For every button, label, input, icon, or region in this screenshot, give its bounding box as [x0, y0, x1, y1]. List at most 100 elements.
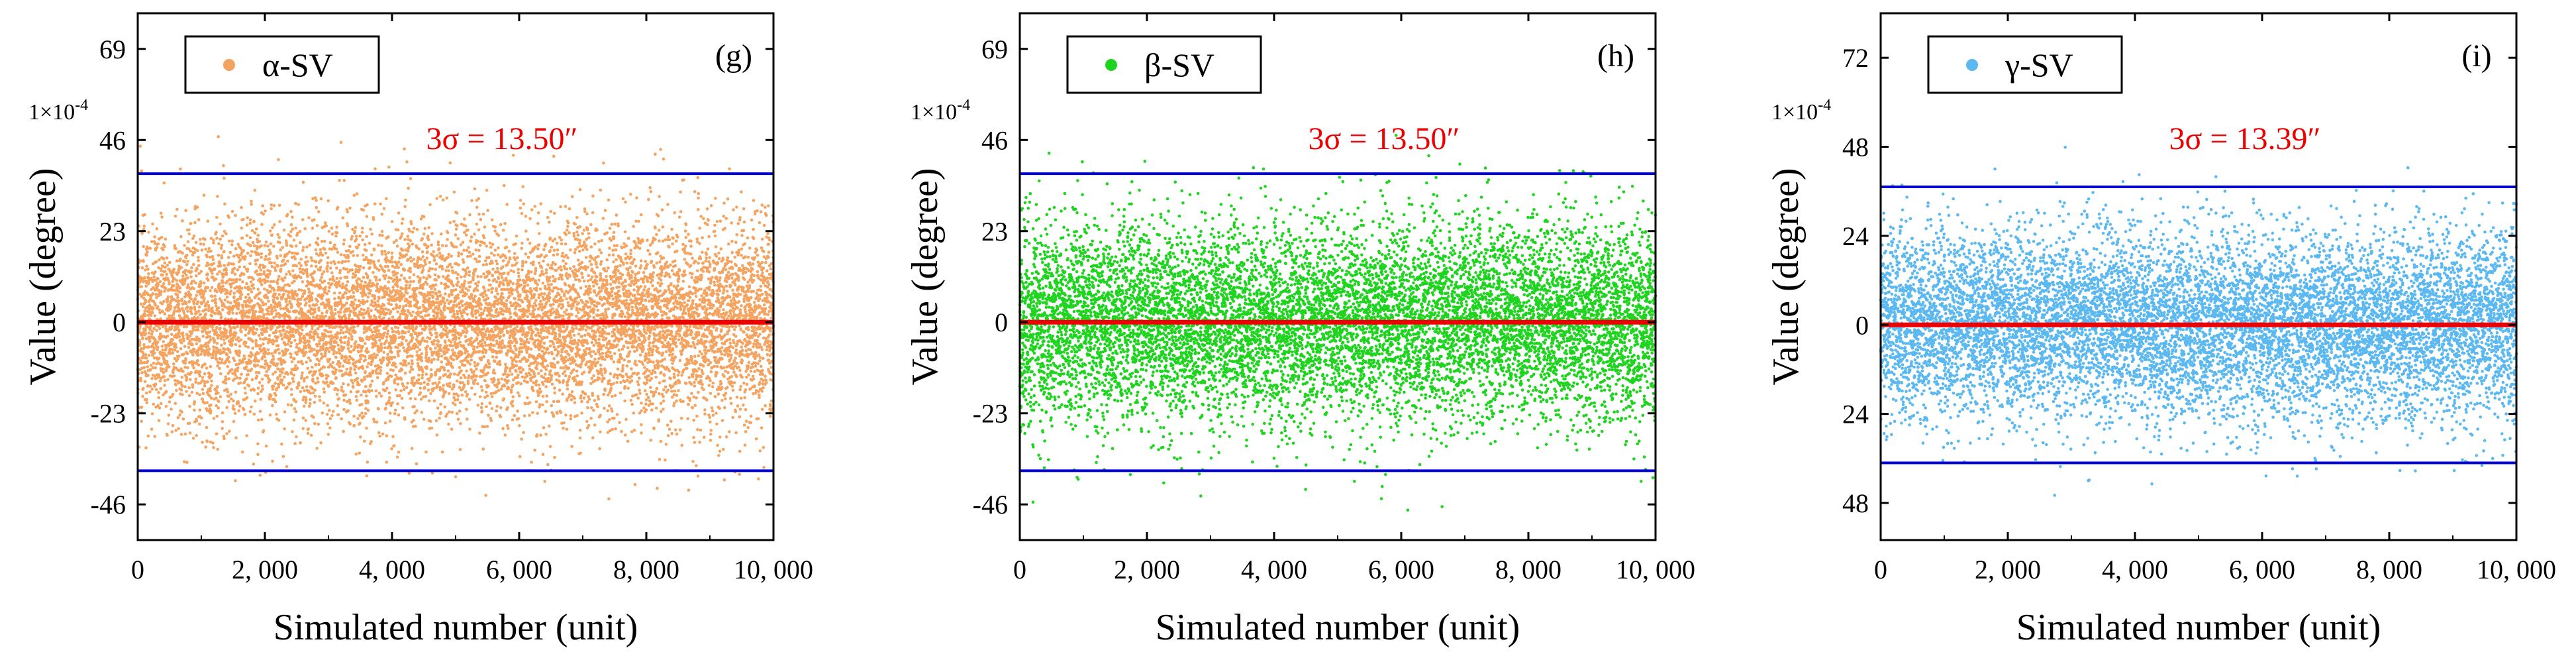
- data-point: [440, 354, 444, 358]
- data-point: [186, 309, 189, 313]
- data-point: [285, 244, 289, 247]
- data-point: [190, 390, 194, 394]
- data-point: [166, 295, 170, 299]
- data-point: [269, 250, 272, 254]
- data-point: [422, 386, 426, 389]
- data-point: [369, 383, 373, 387]
- data-point: [420, 356, 423, 359]
- data-point: [301, 416, 305, 420]
- data-point: [347, 317, 351, 321]
- data-point: [315, 224, 319, 227]
- data-point: [268, 229, 272, 233]
- data-point: [211, 441, 215, 445]
- data-point: [282, 329, 286, 332]
- data-point: [174, 343, 177, 347]
- data-point: [436, 297, 440, 301]
- data-point: [346, 347, 350, 351]
- data-point: [350, 335, 354, 339]
- data-point: [435, 197, 438, 200]
- data-point: [224, 329, 228, 333]
- data-point: [141, 305, 145, 309]
- data-point: [378, 315, 381, 319]
- data-point: [432, 324, 436, 328]
- data-point: [250, 405, 253, 409]
- data-point: [256, 237, 259, 241]
- data-point: [203, 384, 207, 388]
- data-point: [228, 429, 231, 433]
- data-point: [277, 158, 280, 162]
- data-point: [426, 245, 430, 248]
- data-point: [238, 278, 242, 282]
- data-point: [364, 248, 368, 252]
- data-point: [387, 286, 390, 290]
- data-point: [395, 289, 399, 292]
- data-point: [263, 287, 266, 291]
- data-point: [239, 338, 243, 342]
- data-point: [435, 254, 439, 257]
- data-point: [170, 430, 174, 433]
- data-point: [207, 351, 211, 355]
- data-point: [243, 386, 247, 390]
- data-point: [181, 334, 185, 338]
- data-point: [328, 409, 331, 412]
- data-point: [336, 205, 340, 209]
- data-point: [224, 271, 228, 275]
- data-point: [221, 234, 224, 238]
- data-point: [446, 256, 450, 259]
- data-point: [209, 364, 213, 368]
- data-point: [299, 298, 303, 302]
- data-point: [179, 433, 183, 436]
- data-point: [329, 339, 333, 343]
- data-point: [337, 280, 341, 284]
- data-point: [258, 240, 262, 243]
- data-point: [299, 332, 303, 336]
- data-point: [254, 227, 258, 231]
- data-point: [300, 307, 303, 311]
- data-point: [256, 442, 260, 446]
- data-point: [216, 272, 219, 276]
- data-point: [244, 392, 247, 395]
- data-point: [317, 362, 321, 366]
- data-point: [434, 419, 438, 423]
- data-point: [348, 370, 352, 374]
- data-point: [364, 280, 368, 284]
- data-point: [316, 376, 319, 380]
- data-point: [252, 463, 256, 466]
- data-point: [208, 335, 212, 339]
- data-point: [244, 333, 248, 337]
- data-point: [178, 308, 182, 312]
- data-point: [393, 408, 397, 412]
- data-point: [199, 381, 203, 384]
- data-point: [360, 393, 363, 397]
- data-point: [197, 264, 201, 268]
- data-point: [290, 251, 294, 255]
- data-point: [310, 258, 314, 262]
- data-point: [270, 203, 273, 207]
- data-point: [162, 248, 165, 252]
- data-point: [378, 278, 381, 282]
- data-point: [398, 394, 401, 398]
- data-point: [334, 235, 338, 238]
- data-point: [217, 406, 221, 410]
- data-point: [326, 264, 329, 268]
- data-point: [385, 461, 389, 464]
- data-point: [247, 384, 251, 388]
- data-point: [225, 296, 229, 299]
- data-point: [410, 359, 414, 362]
- data-point: [182, 339, 185, 343]
- data-point: [331, 360, 335, 364]
- data-point: [292, 380, 295, 384]
- data-point: [138, 292, 142, 296]
- data-point: [439, 294, 442, 298]
- data-point: [327, 301, 331, 304]
- data-point: [441, 244, 444, 247]
- data-point: [225, 432, 228, 435]
- data-point: [366, 400, 370, 403]
- data-point: [148, 328, 152, 331]
- data-point: [344, 330, 348, 334]
- data-point: [348, 314, 352, 317]
- data-point: [287, 310, 291, 313]
- data-point: [428, 419, 432, 423]
- data-point: [419, 391, 422, 394]
- data-point: [161, 273, 164, 277]
